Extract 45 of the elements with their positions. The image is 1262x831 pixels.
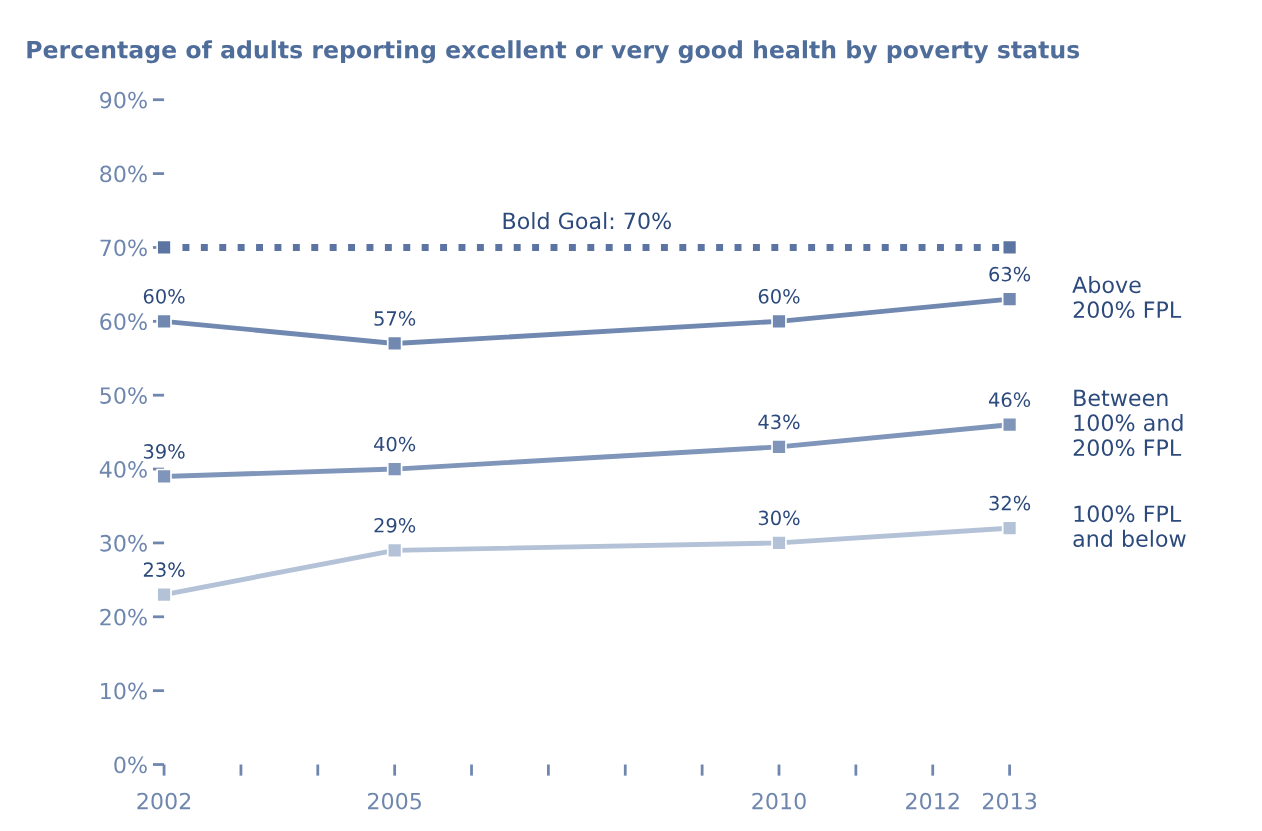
x-tick-label: 2010 (752, 792, 806, 810)
data-label: 29% (374, 517, 416, 533)
text: Between 100% and 200% FPL (1073, 389, 1183, 457)
text: 100% FPL and below (1073, 505, 1186, 548)
point (1001, 520, 1018, 536)
point (1001, 416, 1018, 433)
point (771, 535, 787, 551)
point (156, 468, 172, 485)
x-tick-label: 2012 (906, 792, 959, 810)
x-tick-label: 2013 (982, 792, 1037, 810)
point (771, 439, 787, 455)
y-tick-label: 10% (101, 682, 147, 700)
y-tick-label: 0% (114, 756, 147, 774)
y-tick-label: 80% (100, 165, 147, 183)
point (156, 239, 172, 256)
data-label: 46% (988, 392, 1031, 408)
text: Above 200% FPL (1072, 275, 1182, 319)
data-label: 23% (143, 562, 185, 577)
x-tick-label: 2005 (368, 792, 421, 810)
x-tick-label: 2002 (137, 792, 191, 810)
chart-title: Percentage of adults reporting excellent or very good health by poverty status (27, 40, 1080, 64)
point (386, 461, 403, 477)
y-tick-label: 90% (100, 91, 147, 109)
data-label: 30% (758, 510, 800, 526)
y-tick-label: 50% (100, 387, 147, 404)
point (771, 313, 787, 330)
point (156, 586, 172, 603)
point (1001, 291, 1018, 307)
series-label: Bold Goal: 70% (503, 212, 671, 230)
data-label: 39% (143, 444, 185, 459)
data-label: 63% (989, 266, 1031, 282)
data-label: 60% (143, 288, 185, 304)
y-tick-label: 40% (99, 461, 147, 478)
point (386, 335, 403, 352)
data-label: 57% (374, 311, 416, 326)
y-tick-label: 30% (100, 534, 147, 552)
point (1001, 239, 1018, 256)
data-label: 32% (989, 495, 1031, 511)
y-tick-label: 70% (100, 239, 147, 257)
data-label: 43% (758, 414, 800, 430)
data-label: 40% (374, 436, 416, 452)
data-label: 60% (758, 288, 800, 304)
point (386, 542, 403, 559)
y-tick-label: 60% (100, 313, 147, 331)
y-tick-label: 20% (100, 608, 147, 626)
